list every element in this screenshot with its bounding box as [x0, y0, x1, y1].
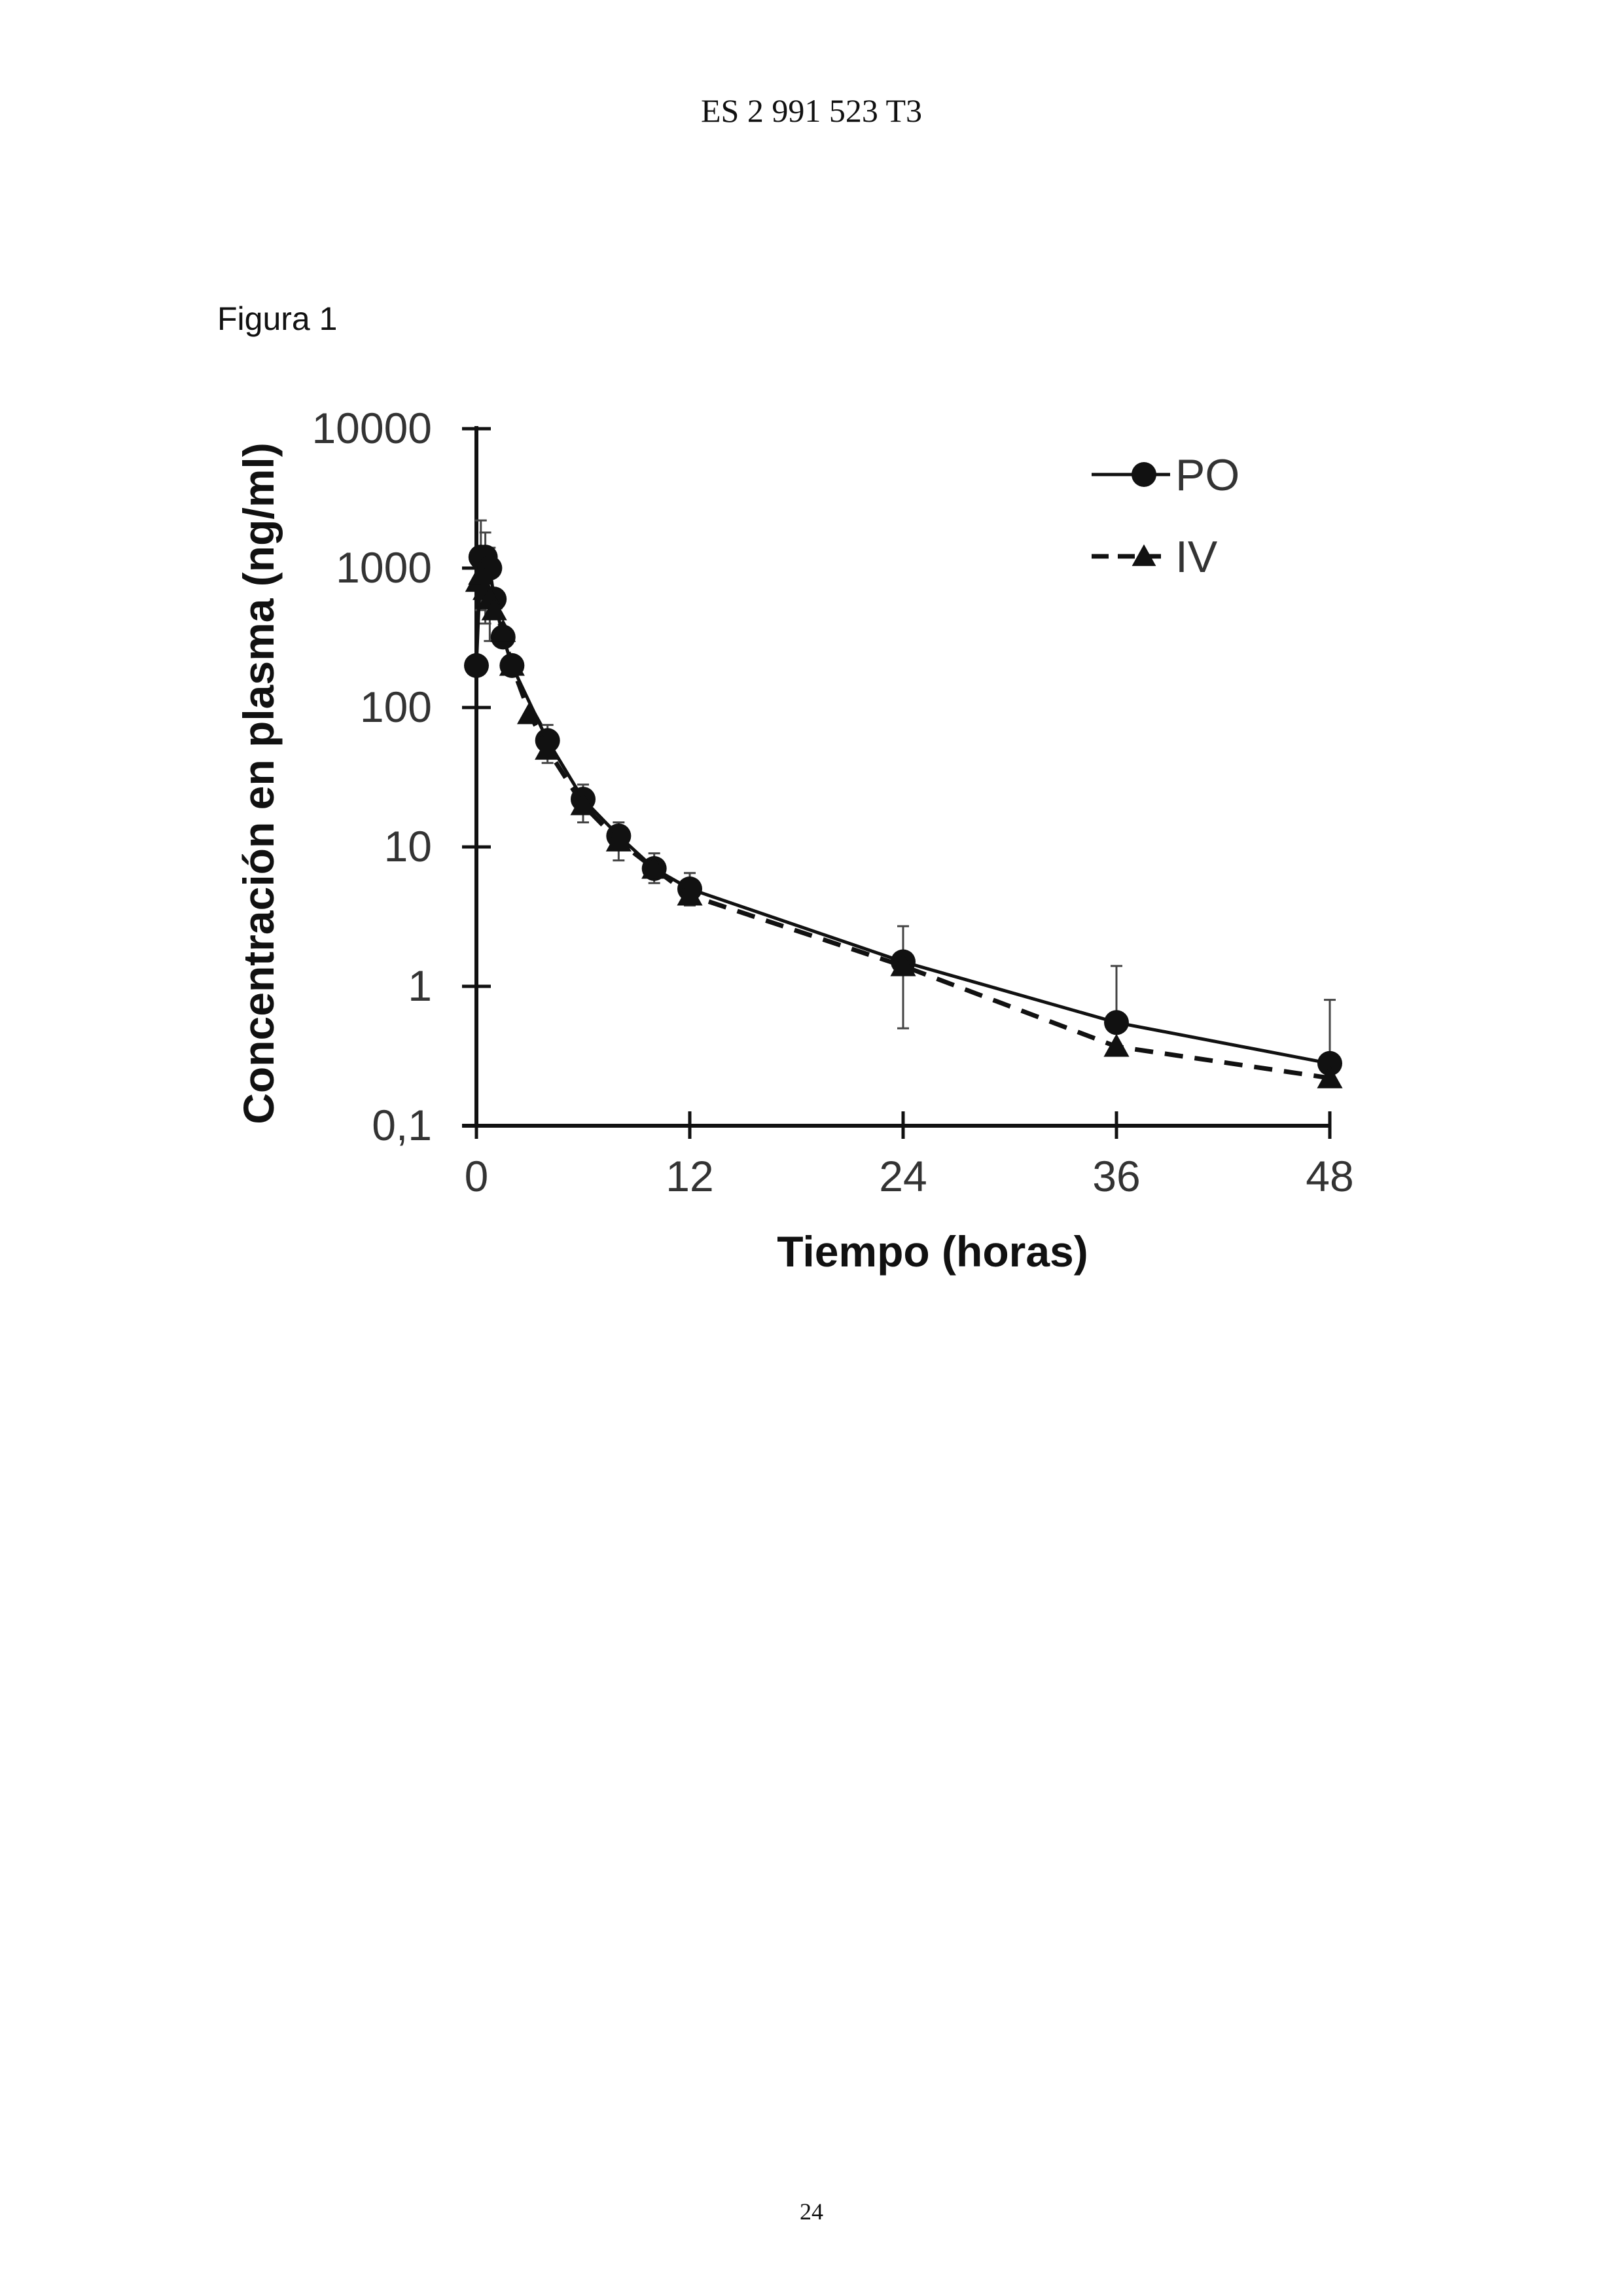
- error-bars: [475, 520, 1336, 1064]
- legend: PO IV: [1092, 450, 1240, 582]
- x-axis-label: Tiempo (horas): [777, 1227, 1088, 1276]
- y-tick-label: 1000: [336, 543, 432, 592]
- x-tick-label: 36: [1092, 1152, 1140, 1200]
- x-tick-label: 48: [1306, 1152, 1353, 1200]
- x-tick-label: 24: [879, 1152, 927, 1200]
- y-axis-label: Concentración en plasma (ng/ml): [234, 442, 283, 1124]
- pharmacokinetic-chart: 0,1 1 10 100 1000 10000 0 12 24 36 48 PO IV Tiempo …: [0, 0, 1623, 1361]
- data-point-po: [464, 653, 489, 678]
- axes: 0,1 1 10 100 1000 10000 0 12 24 36 48: [312, 404, 1353, 1200]
- legend-marker-po: [1132, 462, 1156, 487]
- legend-label-po: PO: [1175, 450, 1240, 500]
- legend-label-iv: IV: [1175, 532, 1218, 582]
- y-tick-label: 0,1: [372, 1101, 432, 1149]
- data-point-po: [1104, 1010, 1129, 1035]
- data-point-iv: [517, 701, 543, 724]
- y-tick-label: 10000: [312, 404, 432, 452]
- y-tick-label: 10: [384, 822, 432, 870]
- y-tick-label: 1: [408, 961, 432, 1010]
- page-number: 24: [0, 2198, 1623, 2225]
- x-tick-label: 12: [666, 1152, 713, 1200]
- x-tick-label: 0: [465, 1152, 489, 1200]
- y-tick-label: 100: [360, 683, 432, 731]
